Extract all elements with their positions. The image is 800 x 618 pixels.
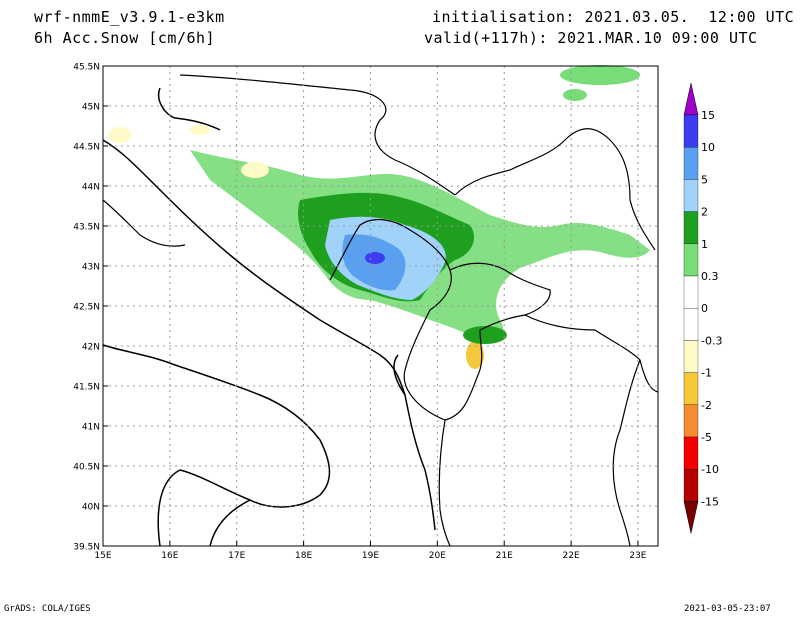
colorbar-segment: [683, 211, 699, 244]
colorbar-label: 2: [701, 206, 708, 219]
colorbar-label: -5: [701, 431, 712, 444]
colorbar-label: 0: [701, 302, 708, 315]
init-time: initialisation: 2021.03.05. 12:00 UTC: [432, 8, 795, 26]
colorbar-segment: [683, 275, 699, 309]
colorbar-label: -10: [701, 463, 719, 476]
colorbar-label: -1: [701, 367, 712, 380]
footer-timestamp: 2021-03-05-23:07: [684, 604, 771, 614]
valid-time: valid(+117h): 2021.MAR.10 09:00 UTC: [424, 29, 758, 47]
colorbar-label: 5: [701, 173, 708, 186]
colorbar-label: -0.3: [701, 334, 722, 347]
lat-tick-label: 45.5N: [73, 63, 100, 73]
colorbar-segment: [683, 372, 699, 405]
lon-tick-label: 18E: [295, 551, 312, 561]
colorbar-segment: [683, 147, 699, 180]
coastlines: [102, 87, 436, 547]
colorbar-top-arrow: [683, 82, 699, 116]
lon-tick-label: 19E: [362, 551, 379, 561]
lon-tick-label: 15E: [94, 551, 111, 561]
colorbar-segment: [683, 114, 699, 148]
longitude-labels: 15E 16E 17E 18E 19E 20E 21E 22E 23E: [94, 551, 646, 561]
lon-tick-label: 16E: [161, 551, 178, 561]
colorbar-segment: [683, 404, 699, 438]
variable-title: 6h Acc.Snow [cm/6h]: [34, 29, 216, 47]
map-frame: [102, 65, 659, 547]
lat-tick-label: 43.5N: [73, 223, 100, 233]
colorbar-label: 1: [701, 238, 708, 251]
colorbar-label: 10: [701, 141, 715, 154]
lat-tick-label: 41.5N: [73, 383, 100, 393]
latitude-labels: 45.5N 45N 44.5N 44N 43.5N 43N 42.5N 42N 41.5N 41N…: [73, 63, 100, 553]
lon-tick-label: 20E: [429, 551, 446, 561]
colorbar-segment: [683, 308, 699, 341]
colorbar-segment: [683, 436, 699, 470]
colorbar-segment: [683, 179, 699, 212]
lon-tick-label: 21E: [496, 551, 513, 561]
lat-tick-label: 44N: [82, 183, 100, 193]
colorbar: 15 10 5 2 1 0.3 0 -0.3 -1 -2 -5 -10 -15: [683, 82, 722, 534]
colorbar-segment: [683, 340, 699, 373]
lat-tick-label: 39.5N: [73, 543, 100, 553]
footer-software: GrADS: COLA/IGES: [4, 604, 91, 614]
colorbar-segment: [683, 243, 699, 277]
lat-tick-label: 43N: [82, 263, 100, 273]
lat-tick-label: 41N: [82, 423, 100, 433]
colorbar-bottom-arrow: [683, 501, 699, 534]
colorbar-label: 0.3: [701, 270, 719, 283]
graticule: [102, 65, 658, 547]
lat-tick-label: 42N: [82, 343, 100, 353]
lon-tick-label: 23E: [629, 551, 646, 561]
model-title: wrf-nmmE_v3.9.1-e3km: [34, 8, 225, 26]
lat-tick-label: 40.5N: [73, 463, 100, 473]
lat-tick-label: 40N: [82, 503, 100, 513]
borders: [102, 74, 659, 547]
lat-tick-label: 44.5N: [73, 143, 100, 153]
lat-tick-label: 45N: [82, 103, 100, 113]
colorbar-label: -15: [701, 495, 719, 508]
colorbar-label: 15: [701, 109, 715, 122]
colorbar-label: -2: [701, 399, 712, 412]
lon-tick-label: 22E: [563, 551, 580, 561]
lon-tick-label: 17E: [228, 551, 245, 561]
colorbar-segment: [683, 469, 699, 502]
snow-field: [108, 65, 650, 369]
lat-tick-label: 42.5N: [73, 303, 100, 313]
